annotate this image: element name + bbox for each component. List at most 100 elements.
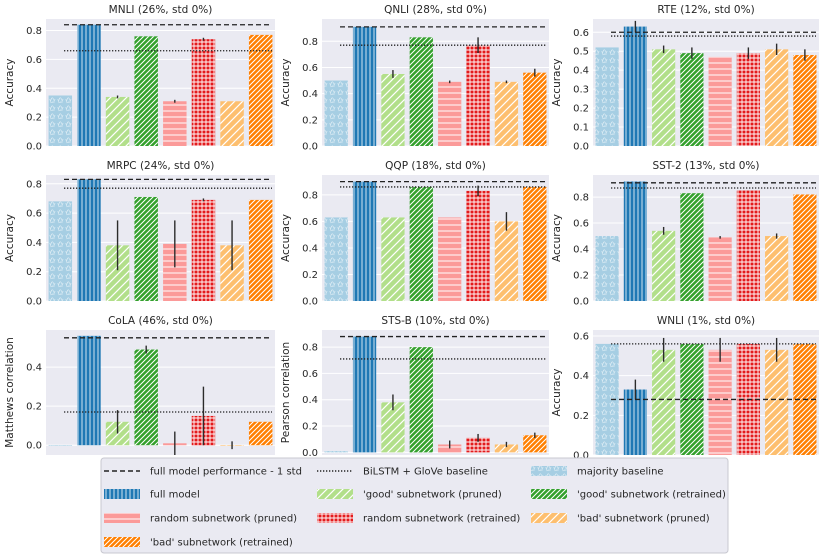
bar-hatch bbox=[248, 199, 273, 301]
legend-swatch-hatch bbox=[531, 466, 567, 476]
panel: 0.0 0.1 0.2 0.3 0.4 0.5 0.6 RTE (12%, std 0%) Ac… bbox=[551, 4, 819, 153]
panel-title: SST-2 (13%, std 0%) bbox=[652, 160, 759, 172]
bar-hatch bbox=[793, 55, 817, 147]
y-tick-label: 0.0 bbox=[302, 448, 318, 459]
y-tick-label: 0.4 bbox=[302, 395, 318, 406]
bar-hatch bbox=[220, 245, 244, 301]
y-tick-label: 0.8 bbox=[573, 193, 589, 204]
bar-hatch bbox=[438, 217, 462, 301]
bar-hatch bbox=[134, 196, 158, 301]
y-axis-label: Accuracy bbox=[280, 59, 292, 107]
legend-label: full model performance - 1 std bbox=[150, 467, 302, 478]
bar-hatch bbox=[324, 451, 348, 453]
panel-title: STS-B (10%, std 0%) bbox=[381, 315, 489, 327]
legend-label: random subnetwork (pruned) bbox=[150, 514, 297, 525]
bar-hatch bbox=[163, 243, 187, 301]
legend-item: 'bad' subnetwork (retrained) bbox=[104, 537, 293, 549]
bar-hatch bbox=[352, 181, 377, 301]
y-tick-label: 0.4 bbox=[26, 363, 42, 374]
legend-label: full model bbox=[150, 490, 200, 501]
bar-hatch bbox=[220, 101, 244, 146]
y-tick-label: 0.4 bbox=[302, 243, 318, 254]
y-axis-label: Accuracy bbox=[551, 369, 563, 417]
y-tick-label: 0.0 bbox=[302, 297, 318, 308]
bar-hatch bbox=[652, 349, 676, 455]
y-tick-label: 0.4 bbox=[302, 89, 318, 100]
bar-hatch bbox=[381, 217, 405, 301]
bar-hatch bbox=[623, 181, 647, 301]
bar-hatch bbox=[48, 201, 73, 301]
bar-hatch bbox=[523, 186, 547, 301]
bar-hatch bbox=[595, 343, 619, 455]
legend-item: random subnetwork (pruned) bbox=[104, 513, 297, 525]
bar-hatch bbox=[736, 190, 760, 301]
legend-label: 'good' subnetwork (pruned) bbox=[363, 490, 502, 501]
y-tick-label: 0.4 bbox=[26, 238, 42, 249]
panel-title: QNLI (28%, std 0%) bbox=[384, 4, 487, 16]
bar-hatch bbox=[381, 402, 405, 453]
bar-hatch bbox=[324, 217, 348, 301]
panel-title: RTE (12%, std 0%) bbox=[657, 4, 754, 16]
y-tick-label: 0.8 bbox=[302, 37, 318, 48]
y-tick-label: 0.4 bbox=[573, 245, 589, 256]
bar-hatch bbox=[595, 47, 619, 147]
y-axis-label: Pearson correlation bbox=[280, 342, 292, 443]
y-tick-label: 0.0 bbox=[26, 297, 42, 308]
y-tick-label: 0.6 bbox=[302, 217, 318, 228]
bar-hatch bbox=[191, 39, 216, 146]
legend-swatch-hatch bbox=[317, 489, 353, 499]
bar-hatch bbox=[708, 237, 732, 301]
y-tick-label: 0.8 bbox=[302, 343, 318, 354]
bar-hatch bbox=[409, 37, 433, 146]
bar-hatch bbox=[765, 236, 789, 301]
bar-hatch bbox=[523, 435, 547, 453]
bar-hatch bbox=[105, 96, 130, 146]
y-tick-label: 0.8 bbox=[302, 190, 318, 201]
bar-hatch bbox=[248, 421, 273, 446]
bar-hatch bbox=[708, 349, 732, 455]
y-tick-label: 0.2 bbox=[302, 270, 318, 281]
legend-label: random subnetwork (retrained) bbox=[363, 514, 520, 525]
panel-title: CoLA (46%, std 0%) bbox=[108, 315, 213, 327]
y-tick-label: 0.4 bbox=[573, 66, 589, 77]
bar-hatch bbox=[409, 186, 433, 301]
panel: 0.0 0.2 0.4 0.6 0.8 QQP (18%, std 0%) Accuracy bbox=[280, 160, 549, 308]
bar-hatch bbox=[324, 80, 348, 146]
y-tick-label: 0.8 bbox=[26, 179, 42, 190]
y-axis-label: Accuracy bbox=[4, 59, 16, 107]
legend-item: full model performance - 1 std bbox=[104, 467, 302, 478]
y-tick-label: 0.6 bbox=[573, 28, 589, 39]
bar-hatch bbox=[652, 49, 676, 147]
y-tick-label: 0.0 bbox=[573, 142, 589, 153]
y-tick-label: 0.2 bbox=[573, 271, 589, 282]
bar-hatch bbox=[163, 101, 187, 146]
bar-hatch bbox=[77, 24, 101, 146]
y-tick-label: 0.0 bbox=[26, 142, 42, 153]
y-tick-label: 0.2 bbox=[26, 267, 42, 278]
bar-hatch bbox=[765, 49, 789, 147]
bar-hatch bbox=[494, 221, 519, 301]
y-tick-label: 0.4 bbox=[26, 84, 42, 95]
y-tick-label: 0.4 bbox=[573, 371, 589, 382]
bar-hatch bbox=[736, 53, 760, 147]
bar-hatch bbox=[793, 194, 817, 301]
y-tick-label: 0.8 bbox=[26, 26, 42, 37]
bar-hatch bbox=[595, 236, 619, 301]
y-tick-label: 0.0 bbox=[573, 451, 589, 462]
bar-hatch bbox=[48, 95, 73, 146]
legend-label: majority baseline bbox=[577, 467, 664, 478]
legend-swatch-hatch bbox=[104, 513, 140, 523]
panel: 0.0 0.2 0.4 0.6 0.8 MNLI (26%, std 0%) Accurac… bbox=[4, 4, 275, 153]
bar-hatch bbox=[680, 53, 704, 147]
y-tick-label: 0.3 bbox=[573, 85, 589, 96]
panel-title: QQP (18%, std 0%) bbox=[385, 160, 486, 172]
panel: 0.0 0.2 0.4 0.6 0.8 STS-B (10%, std 0%) Pearso… bbox=[280, 315, 549, 459]
bar-hatch bbox=[77, 179, 101, 301]
panel: 0.0 0.2 0.4 CoLA (46%, std 0%) Matthews corr… bbox=[4, 315, 275, 455]
y-tick-label: 0.2 bbox=[26, 113, 42, 124]
legend-swatch-hatch bbox=[531, 489, 567, 499]
legend-item: random subnetwork (retrained) bbox=[317, 513, 520, 525]
bar-hatch bbox=[765, 349, 789, 455]
bar-hatch bbox=[134, 36, 158, 147]
y-tick-label: 0.6 bbox=[302, 63, 318, 74]
